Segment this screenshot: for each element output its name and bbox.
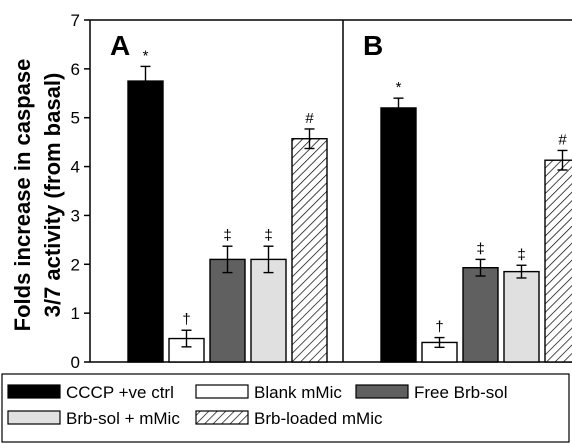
y-tick-label: 0	[71, 353, 80, 372]
y-tick-label: 1	[71, 304, 80, 323]
y-axis-title-line2: 3/7 activity (from basal)	[40, 73, 65, 318]
significance-annotation: ‡	[264, 227, 272, 244]
significance-annotation: †	[182, 311, 190, 328]
panel-label: A	[110, 30, 130, 61]
significance-annotation: #	[558, 131, 567, 148]
significance-annotation: #	[305, 110, 314, 127]
significance-annotation: ‡	[517, 246, 525, 263]
y-tick-label: 6	[71, 60, 80, 79]
legend-swatch	[355, 384, 409, 399]
y-tick-label: 3	[71, 206, 80, 225]
bar	[250, 258, 287, 363]
y-tick-label: 4	[71, 158, 80, 177]
significance-annotation: *	[143, 47, 149, 64]
y-axis-title: Folds increase in caspase 3/7 activity (…	[10, 59, 65, 332]
bar	[503, 270, 540, 363]
bar	[209, 258, 246, 363]
y-tick-label: 7	[71, 11, 80, 30]
bar	[127, 80, 164, 363]
significance-annotation: *	[396, 79, 402, 96]
legend-label: Brb-sol + mMic	[66, 409, 180, 428]
legend-swatch	[195, 410, 249, 425]
panel-label: B	[363, 30, 383, 61]
bar	[380, 107, 417, 363]
y-axis-title-line1: Folds increase in caspase	[10, 59, 35, 332]
y-tick-label: 2	[71, 255, 80, 274]
significance-annotation: ‡	[476, 240, 484, 257]
bars-layer: A * † ‡ ‡ # B * † ‡ ‡ #	[110, 30, 572, 363]
legend-label: Blank mMic	[254, 383, 342, 402]
legend-swatch	[195, 384, 249, 399]
legend-label: CCCP +ve ctrl	[66, 383, 174, 402]
legend: CCCP +ve ctrl Blank mMic Free Brb-sol Brb-s…	[1, 373, 570, 443]
bar	[544, 159, 572, 363]
bar	[291, 138, 328, 363]
legend-swatch	[7, 384, 61, 399]
legend-label: Free Brb-sol	[414, 383, 508, 402]
bar	[462, 267, 499, 363]
significance-annotation: †	[435, 319, 443, 336]
legend-label: Brb-loaded mMic	[254, 409, 383, 428]
y-tick-label: 5	[71, 109, 80, 128]
significance-annotation: ‡	[223, 227, 231, 244]
legend-box	[1, 373, 570, 443]
legend-swatch	[7, 410, 61, 425]
